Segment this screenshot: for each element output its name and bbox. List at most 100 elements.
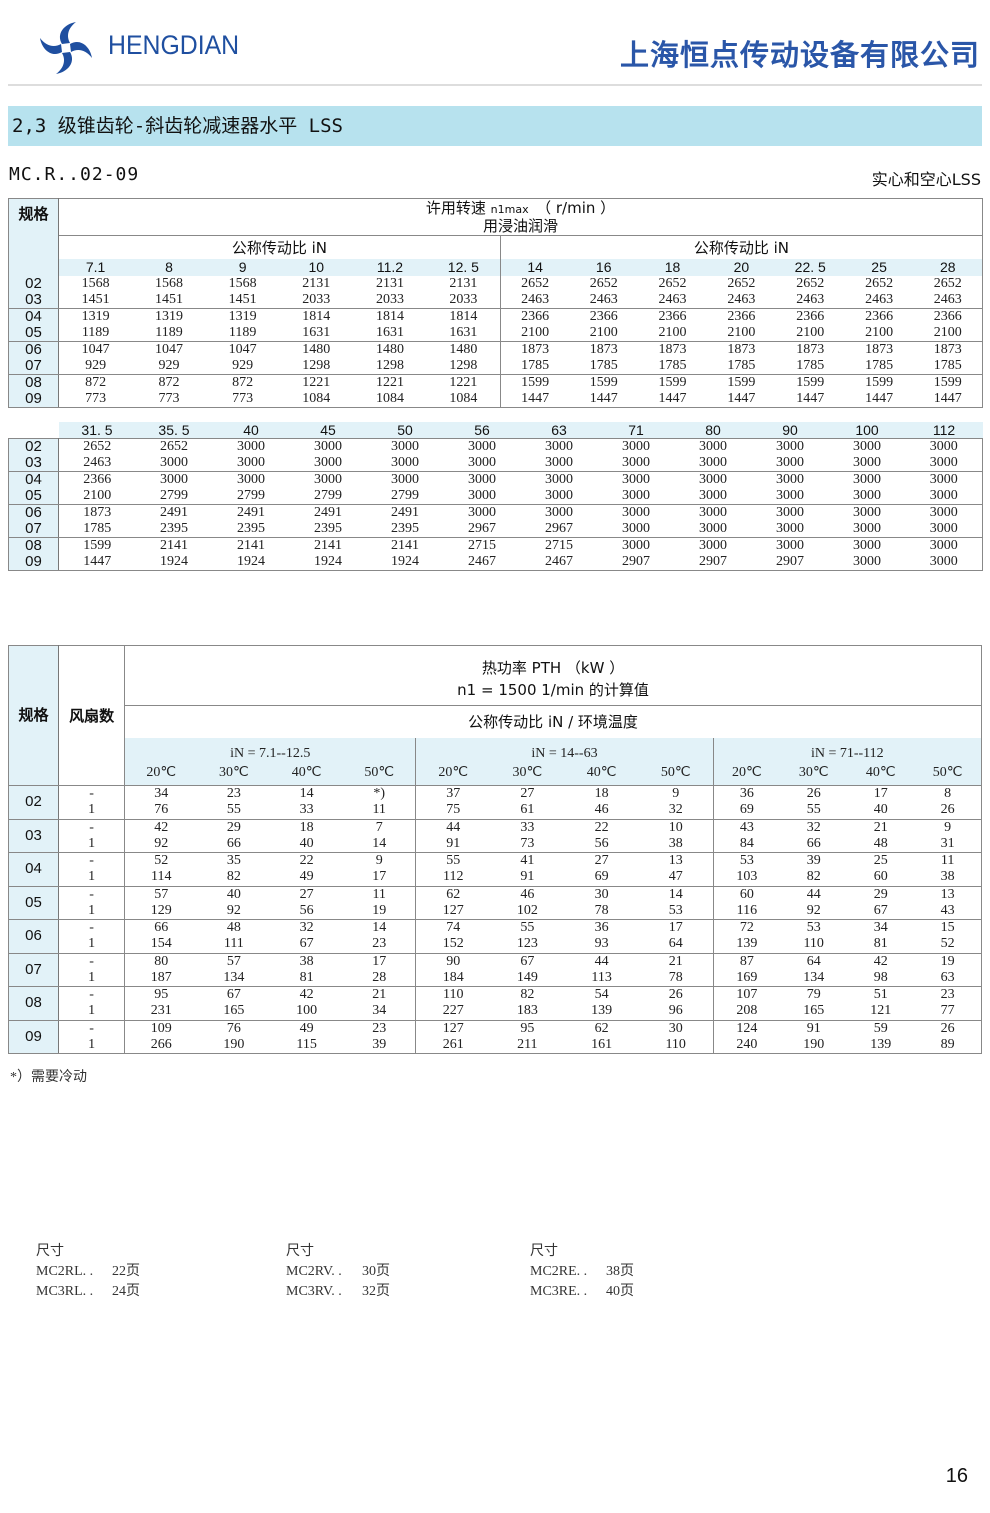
speed-value: 773	[132, 390, 206, 408]
thermal-value: 32	[638, 802, 714, 820]
thermal-value: 169	[713, 969, 781, 987]
thermal-value: 30	[638, 1020, 714, 1037]
ratio-row: 31. 5 35. 5 40 45 50 56 63 71 80 90 100 112	[9, 422, 983, 439]
ref-line: MC3RV. . 32页	[286, 1282, 390, 1302]
thermal-value: 44	[594, 953, 609, 969]
thermal-value: 32	[299, 920, 314, 936]
thermal-value: 165	[780, 1003, 848, 1021]
title-line2: 用浸油润滑	[482, 216, 558, 235]
speed-value: 2652	[135, 438, 213, 455]
ratio-header: 12. 5	[426, 258, 501, 276]
ratio-header: 22. 5	[794, 259, 826, 275]
thermal-value: 10	[638, 819, 714, 836]
thermal-value: 31	[914, 835, 982, 853]
speed-value: 929	[205, 357, 280, 375]
speed-value: 3000	[443, 438, 521, 455]
speed-value: 2100	[844, 324, 914, 342]
thermal-value: 139	[564, 1003, 639, 1021]
speed-value: 3000	[905, 537, 983, 554]
ratio-header: 40	[212, 422, 290, 439]
thermal-value: 165	[197, 1003, 271, 1021]
thermal-value: 40	[226, 886, 241, 902]
speed-value: 1814	[375, 308, 404, 324]
thermal-value: 100	[270, 1003, 344, 1021]
thermal-value: 110	[638, 1036, 714, 1054]
thermal-value: 102	[490, 902, 565, 920]
thermal-value: 266	[124, 1036, 198, 1054]
thermal-value: 79	[806, 987, 821, 1003]
thermal-value: 56	[564, 835, 639, 853]
fan-count: -	[58, 819, 126, 836]
thermal-value: 47	[638, 869, 714, 887]
speed-value: 2967	[443, 521, 521, 538]
size-cell: 09	[8, 554, 59, 571]
thermal-value: 134	[197, 969, 271, 987]
thermal-value: 25	[873, 853, 888, 869]
fan-count: 1	[58, 936, 126, 954]
speed-value: 3000	[828, 554, 906, 571]
size-cell: 03	[8, 819, 60, 853]
fan-count: -	[58, 986, 126, 1004]
speed-value: 1873	[521, 341, 550, 357]
ref-model: MC2RE. .	[530, 1264, 588, 1279]
speed-value: 2491	[160, 505, 188, 520]
thermal-value: 87	[739, 953, 754, 969]
ratio-header: 45	[289, 422, 367, 439]
speed-value: 2652	[727, 275, 756, 291]
page-number: 16	[945, 1465, 968, 1487]
fan-count: 1	[58, 969, 126, 987]
thermal-value: 112	[415, 869, 491, 887]
speed-value: 3000	[699, 505, 727, 520]
speed-value: 1814	[426, 308, 501, 325]
speed-value: 1221	[426, 374, 501, 391]
speed-value: 3000	[828, 438, 906, 455]
thermal-value: 23	[940, 987, 955, 1003]
table-row: 09 1447 1924 1924 1924 1924 2467 2467 2907 2907 29…	[8, 554, 983, 571]
dimension-ref: 尺寸 MC2RE. . 38页 MC3RE. . 40页	[530, 1242, 634, 1302]
speed-value: 1631	[279, 324, 354, 342]
thermal-value: 91	[490, 869, 565, 887]
thermal-value: 110	[443, 987, 464, 1003]
thermal-value: 139	[847, 1036, 915, 1054]
thermal-value: 55	[780, 802, 848, 820]
thermal-value: 28	[343, 969, 417, 987]
speed-value: 1631	[353, 324, 427, 342]
thermal-value: 30	[594, 886, 609, 902]
thermal-value: 63	[914, 969, 982, 987]
ref-line: MC2RL. . 22页	[36, 1262, 140, 1282]
speed-value: 2366	[83, 472, 112, 487]
section-title: 2,3 级锥齿轮-斜齿轮减速器水平 LSS	[8, 106, 982, 146]
speed-value: 1447	[844, 390, 914, 408]
speed-value: 2100	[706, 324, 776, 342]
speed-value: 1568	[228, 275, 257, 291]
thermal-value: 190	[780, 1036, 848, 1054]
speed-value: 3000	[751, 521, 829, 538]
thermal-value: 22	[594, 819, 609, 835]
thermal-value: 82	[197, 869, 271, 887]
thermal-value: 9	[638, 785, 714, 803]
ratio-header: 112	[905, 422, 983, 439]
speed-value: 2652	[796, 275, 825, 291]
speed-value: 929	[58, 357, 133, 375]
thermal-value: 51	[873, 987, 888, 1003]
speed-value: 1447	[775, 390, 845, 408]
speed-value: 1221	[375, 374, 404, 390]
title-line1: 热功率 PTH （kW ）	[481, 658, 625, 677]
speed-value: 3000	[674, 455, 752, 472]
logo-text: HENGDIAN	[108, 30, 240, 60]
thermal-value: 56	[270, 902, 344, 920]
speed-value: 2715	[545, 538, 573, 553]
thermal-value: 14	[299, 786, 314, 802]
table-row: 1 114 82 49 17 112 91 69 47 103 82 60 38	[9, 869, 982, 887]
table-row: 07 929 929 929 1298 1298 1298 1785 1785 1785 1785 1…	[8, 357, 983, 375]
speed-value: 3000	[289, 455, 367, 472]
thermal-value: 127	[415, 902, 491, 920]
thermal-value: 57	[154, 886, 169, 902]
title-line2: n1 = 1500 1/min 的计算值	[457, 680, 649, 699]
speed-value: 3000	[520, 455, 598, 472]
table-row: 03- 42 29 18 7 44 33 22 10 43 32 21 9	[8, 819, 982, 853]
thermal-value: 54	[594, 987, 609, 1003]
size-cell: 03	[8, 455, 59, 472]
speed-value: 1631	[426, 324, 501, 342]
thermal-value: 95	[520, 1020, 535, 1036]
